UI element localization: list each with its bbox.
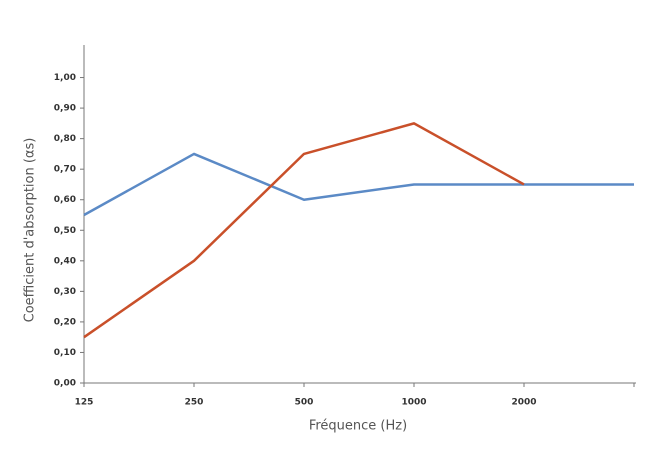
y-tick-label: 0,90 [54,104,76,114]
series-line [83,152,634,217]
x-tick-label: 2000 [511,398,536,408]
y-tick-label: 0,20 [54,317,76,327]
series-line [83,122,525,339]
x-tick-label: 1000 [401,398,426,408]
x-tick-label: 250 [185,398,204,408]
y-tick-label: 0,10 [54,348,76,358]
y-tick-label: 0,60 [54,195,76,205]
x-tick-label: 125 [75,398,94,408]
y-tick-label: 0,80 [54,134,76,144]
x-tick-label: 500 [295,398,314,408]
y-tick-label: 0,00 [54,379,76,389]
x-axis-title: Fréquence (Hz) [309,419,407,434]
y-tick-label: 0,50 [54,226,76,236]
y-tick-label: 0,70 [54,165,76,175]
y-tick-label: 1,00 [54,73,76,83]
y-axis-title: Coefficient d'absorption (αs) [23,138,38,323]
y-tick-label: 0,40 [54,256,76,266]
y-tick-label: 0,30 [54,287,76,297]
